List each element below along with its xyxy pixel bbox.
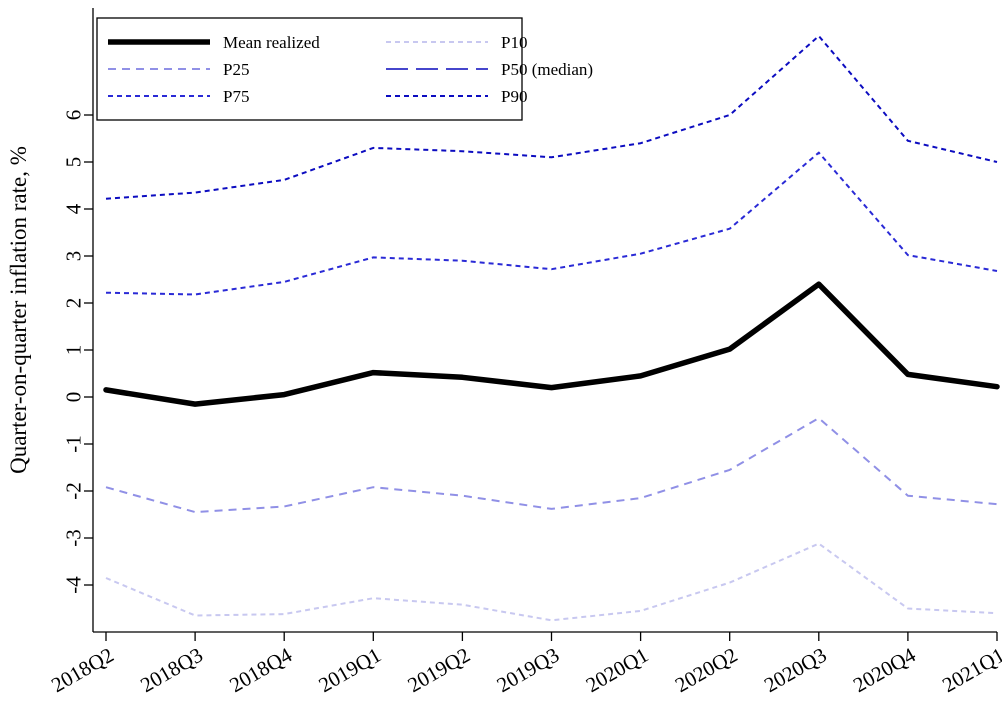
series-line-p10 [105, 542, 998, 622]
legend-label-p90: P90 [501, 87, 527, 106]
y-tick-label: -2 [61, 482, 85, 500]
series-line-p25 [105, 417, 998, 514]
x-tick-label: 2019Q2 [404, 643, 475, 698]
y-tick-label: 1 [61, 345, 85, 356]
x-tick-label: 2020Q2 [671, 643, 742, 698]
x-tick-label: 2018Q4 [225, 642, 296, 697]
series-line-p90 [105, 35, 998, 200]
x-tick-label: 2020Q4 [849, 642, 920, 697]
y-tick-label: 2 [61, 298, 85, 309]
x-tick-label: 2020Q3 [760, 643, 831, 698]
legend-label-p25: P25 [223, 60, 249, 79]
series-layer [103, 35, 1000, 622]
legend-label-p50-median: P50 (median) [501, 60, 593, 79]
y-tick-label: 0 [61, 392, 85, 403]
y-axis-label: Quarter-on-quarter inflation rate, % [6, 146, 31, 474]
y-tick-label: -3 [61, 529, 85, 547]
y-tick-label: 4 [61, 203, 85, 214]
x-tick-label: 2018Q2 [47, 643, 118, 698]
series-line-mean-realized [103, 281, 1000, 407]
x-tick-label: 2018Q3 [136, 643, 207, 698]
x-tick-label: 2019Q3 [493, 643, 564, 698]
legend-label-p75: P75 [223, 87, 249, 106]
legend-label-mean-realized: Mean realized [223, 33, 320, 52]
y-tick-label: -1 [61, 435, 85, 453]
x-tick-label: 2021Q1 [938, 643, 1002, 698]
x-tick-label: 2019Q1 [314, 643, 385, 698]
y-tick-label: 3 [61, 251, 85, 262]
legend: Mean realized P10 P25 P50 (median) P75 P90 [96, 17, 593, 121]
y-tick-label: 5 [61, 157, 85, 168]
y-tick-label: 6 [61, 110, 85, 121]
legend-label-p10: P10 [501, 33, 527, 52]
x-tick-label: 2020Q1 [582, 643, 653, 698]
series-line-p75 [105, 151, 998, 296]
y-tick-label: -4 [61, 576, 85, 594]
